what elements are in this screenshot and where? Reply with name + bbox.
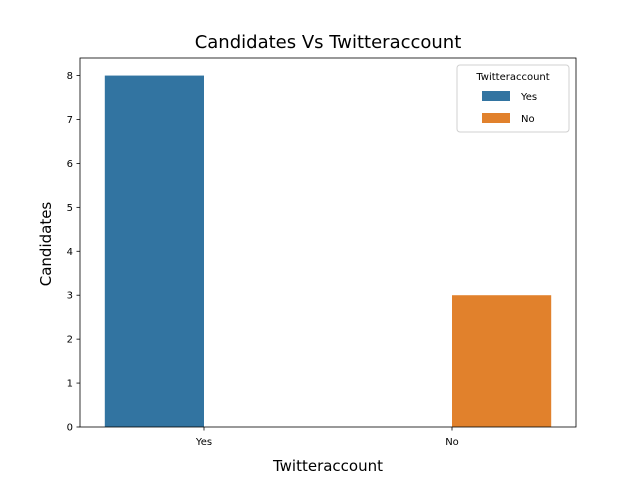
legend-label-yes: Yes: [520, 92, 537, 103]
legend-swatch-yes: [482, 91, 510, 101]
y-axis-title: Candidates: [37, 202, 55, 287]
legend: Twitteraccount Yes No: [456, 64, 570, 133]
legend-swatch-no: [482, 113, 510, 123]
chart-title: Candidates Vs Twitteraccount: [195, 32, 462, 53]
y-tick-label: 3: [67, 291, 73, 302]
x-tick-label: No: [445, 437, 459, 448]
y-tick-label: 0: [67, 423, 73, 434]
plot-area: 0 1 2 3 4 5 6 7 8 Yes No: [67, 57, 577, 448]
axes-frame: [79, 57, 577, 428]
x-tick-label: Yes: [195, 437, 212, 448]
legend-title: Twitteraccount: [475, 72, 549, 83]
y-tick-label: 6: [67, 159, 73, 170]
y-tick-label: 7: [67, 115, 73, 126]
bar-yes-yes: [104, 75, 204, 428]
y-tick-label: 2: [67, 335, 73, 346]
bar-no-no: [452, 295, 552, 427]
y-tick-label: 4: [67, 247, 73, 258]
x-axis-title: Twitteraccount: [272, 457, 383, 475]
y-tick-label: 5: [67, 203, 73, 214]
legend-label-no: No: [521, 114, 535, 125]
y-tick-label: 8: [67, 71, 73, 82]
y-tick-label: 1: [67, 379, 73, 390]
